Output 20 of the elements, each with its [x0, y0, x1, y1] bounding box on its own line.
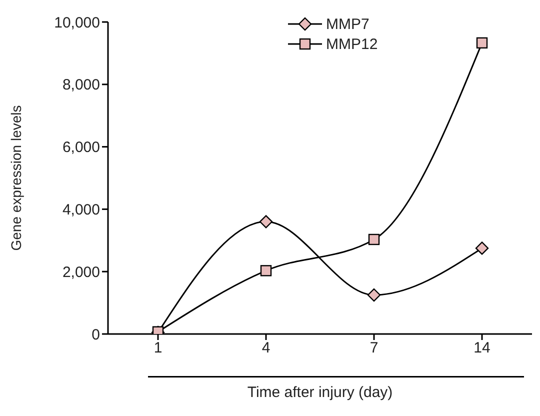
y-tick-label: 2,000 — [62, 264, 100, 281]
y-tick-label: 8,000 — [62, 76, 100, 94]
point — [367, 288, 381, 302]
legend-label: MMP12 — [326, 36, 378, 52]
y-axis-title: Gene expression levels — [8, 105, 24, 251]
point — [259, 215, 273, 228]
legend-label: MMP7 — [326, 16, 370, 32]
x-tick-label: 7 — [370, 340, 378, 357]
point — [475, 242, 489, 255]
x-tick-label: 14 — [474, 340, 490, 357]
x-tick-label: 1 — [154, 340, 162, 357]
y-tick-label: 4,000 — [62, 202, 100, 219]
y-tick-label: 10,000 — [54, 14, 100, 32]
y-tick-label: 6,000 — [62, 139, 100, 156]
x-tick-label: 4 — [262, 340, 270, 357]
point — [476, 37, 488, 49]
point — [368, 234, 380, 246]
y-tick-label: 0 — [92, 326, 100, 344]
point — [260, 265, 272, 276]
x-axis-title: Time after injury (day) — [246, 384, 394, 401]
